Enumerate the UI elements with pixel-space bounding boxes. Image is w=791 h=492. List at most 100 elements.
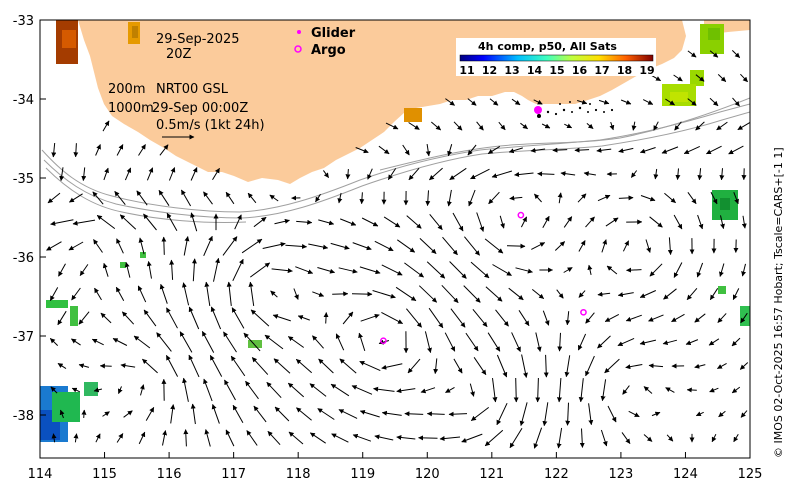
current-vector <box>473 357 487 376</box>
current-vector <box>190 403 196 425</box>
x-tick-label: 121 <box>479 467 504 482</box>
current-vector <box>578 290 586 298</box>
current-vector <box>425 144 431 157</box>
current-vector <box>222 236 238 256</box>
current-vector <box>640 195 656 202</box>
current-vector <box>618 195 634 201</box>
current-vector <box>565 402 571 426</box>
current-vector <box>464 236 480 256</box>
current-vector <box>649 216 663 228</box>
current-vector <box>372 290 396 299</box>
current-vector <box>170 404 176 424</box>
current-vector <box>476 121 484 131</box>
current-vector <box>448 411 468 417</box>
current-vector <box>223 331 237 353</box>
current-vector <box>640 147 656 154</box>
colorbar-gradient <box>459 54 654 62</box>
current-vector <box>585 355 595 377</box>
current-vector <box>146 167 154 181</box>
current-vector <box>383 216 401 228</box>
current-vector <box>247 192 257 204</box>
current-vector <box>470 407 490 421</box>
y-axis: -33 -34 -35 -36 -37 -38 <box>13 14 46 424</box>
current-vector <box>340 218 357 226</box>
current-vector <box>499 215 505 229</box>
x-tick-label: 123 <box>608 467 633 482</box>
current-vector <box>604 313 620 323</box>
current-vector <box>117 386 123 394</box>
current-vector <box>203 235 213 257</box>
current-vector <box>71 338 81 346</box>
current-vector <box>534 193 542 203</box>
current-vector <box>359 360 381 372</box>
current-vector <box>159 283 168 304</box>
current-vector <box>120 363 136 369</box>
current-vector <box>639 339 657 346</box>
current-vector <box>78 311 90 325</box>
current-vector <box>203 191 213 205</box>
current-vector <box>543 354 549 378</box>
current-vector <box>741 215 747 229</box>
current-vector <box>433 358 439 375</box>
current-vector <box>511 98 521 106</box>
current-vector <box>556 427 563 449</box>
current-vector <box>665 98 675 106</box>
current-vector <box>709 97 719 107</box>
current-vector <box>697 214 704 230</box>
current-vector <box>397 239 416 253</box>
current-vector <box>740 73 748 83</box>
current-vector <box>666 434 674 442</box>
current-vector <box>418 285 438 303</box>
current-vector <box>102 262 109 277</box>
current-vector <box>116 238 124 254</box>
x-tick-label: 124 <box>673 467 698 482</box>
current-vector <box>604 358 620 374</box>
current-vector <box>564 123 573 129</box>
current-vector <box>470 261 490 279</box>
current-vector <box>564 355 571 378</box>
current-vector <box>518 310 530 327</box>
current-vector <box>600 429 608 447</box>
glider-legend-icon <box>297 30 301 34</box>
current-vector <box>583 171 596 177</box>
current-vector <box>69 193 83 203</box>
current-vector <box>169 259 175 280</box>
current-vector <box>557 192 563 204</box>
current-vector <box>367 168 373 180</box>
current-vector <box>600 379 607 402</box>
plot-frame <box>39 19 751 459</box>
current-vector <box>273 358 291 374</box>
current-vector <box>124 261 131 278</box>
current-vector <box>116 144 124 156</box>
current-vector <box>270 290 278 298</box>
current-vector <box>631 121 637 131</box>
current-vector <box>446 189 452 207</box>
x-tick-label: 125 <box>738 467 763 482</box>
islands <box>546 101 614 116</box>
current-vector <box>115 286 125 302</box>
current-vector <box>537 171 555 177</box>
current-vector <box>673 214 683 230</box>
current-vector <box>449 261 467 279</box>
current-vector <box>68 241 84 251</box>
current-vector <box>408 122 420 130</box>
x-axis: 114 115 116 117 118 119 120 121 122 123 124 125 <box>28 452 763 482</box>
colorbar-tick-label: 11 <box>459 64 474 77</box>
current-vector <box>158 189 170 206</box>
current-vector <box>447 144 453 157</box>
current-vector <box>420 387 436 394</box>
current-vector <box>426 261 446 279</box>
current-vector <box>168 167 176 181</box>
current-vector <box>339 358 357 374</box>
current-vector <box>91 338 104 346</box>
current-vector <box>203 378 213 402</box>
current-vector <box>250 309 270 327</box>
date-label: 29-Sep-2025 <box>156 32 240 47</box>
current-vector <box>352 433 372 442</box>
current-vector <box>686 287 698 301</box>
current-vector <box>243 332 261 352</box>
current-vector <box>190 212 198 232</box>
current-vector <box>661 146 679 154</box>
colorbar: 4h comp, p50, All Sats 11 12 13 14 15 16 17 18 1… <box>456 38 656 77</box>
copyright-caption: © IMOS 02-Oct-2025 16:57 Hobart; Tscale=… <box>772 147 785 458</box>
